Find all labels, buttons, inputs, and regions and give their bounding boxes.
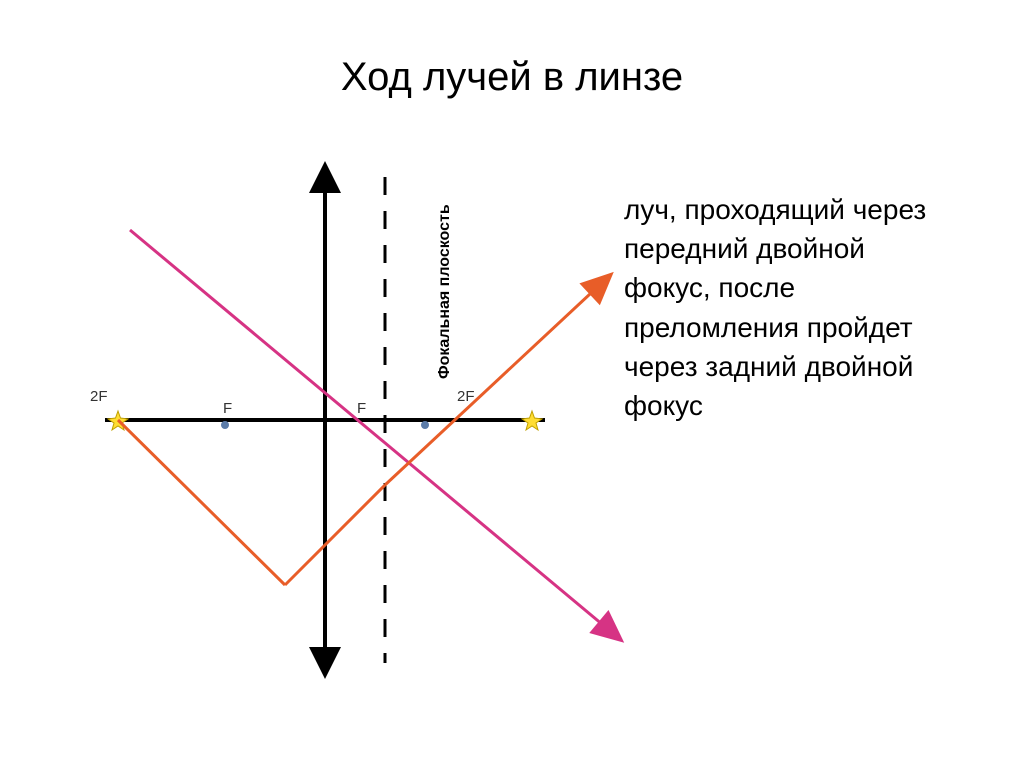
label-left-F: F [223,400,232,417]
ray-orange-seg3 [385,280,605,485]
label-left-2F: 2F [90,388,108,405]
label-right-F: F [357,400,366,417]
focal-plane-label: Фокальная плоскость [436,199,454,379]
label-right-2F: 2F [457,388,475,405]
star-right-2F [522,411,542,430]
slide-description: луч, проходящий через передний двойной ф… [624,190,954,425]
ray-orange-seg1 [118,420,285,585]
diagram-svg [85,155,625,695]
dot-right-F [421,421,429,429]
slide-title: Ход лучей в линзе [0,0,1024,100]
dot-left-F [221,421,229,429]
ray-orange-seg2 [285,485,385,585]
lens-ray-diagram: Фокальная плоскость 2F F F 2F [85,155,625,695]
ray-magenta [130,230,615,635]
